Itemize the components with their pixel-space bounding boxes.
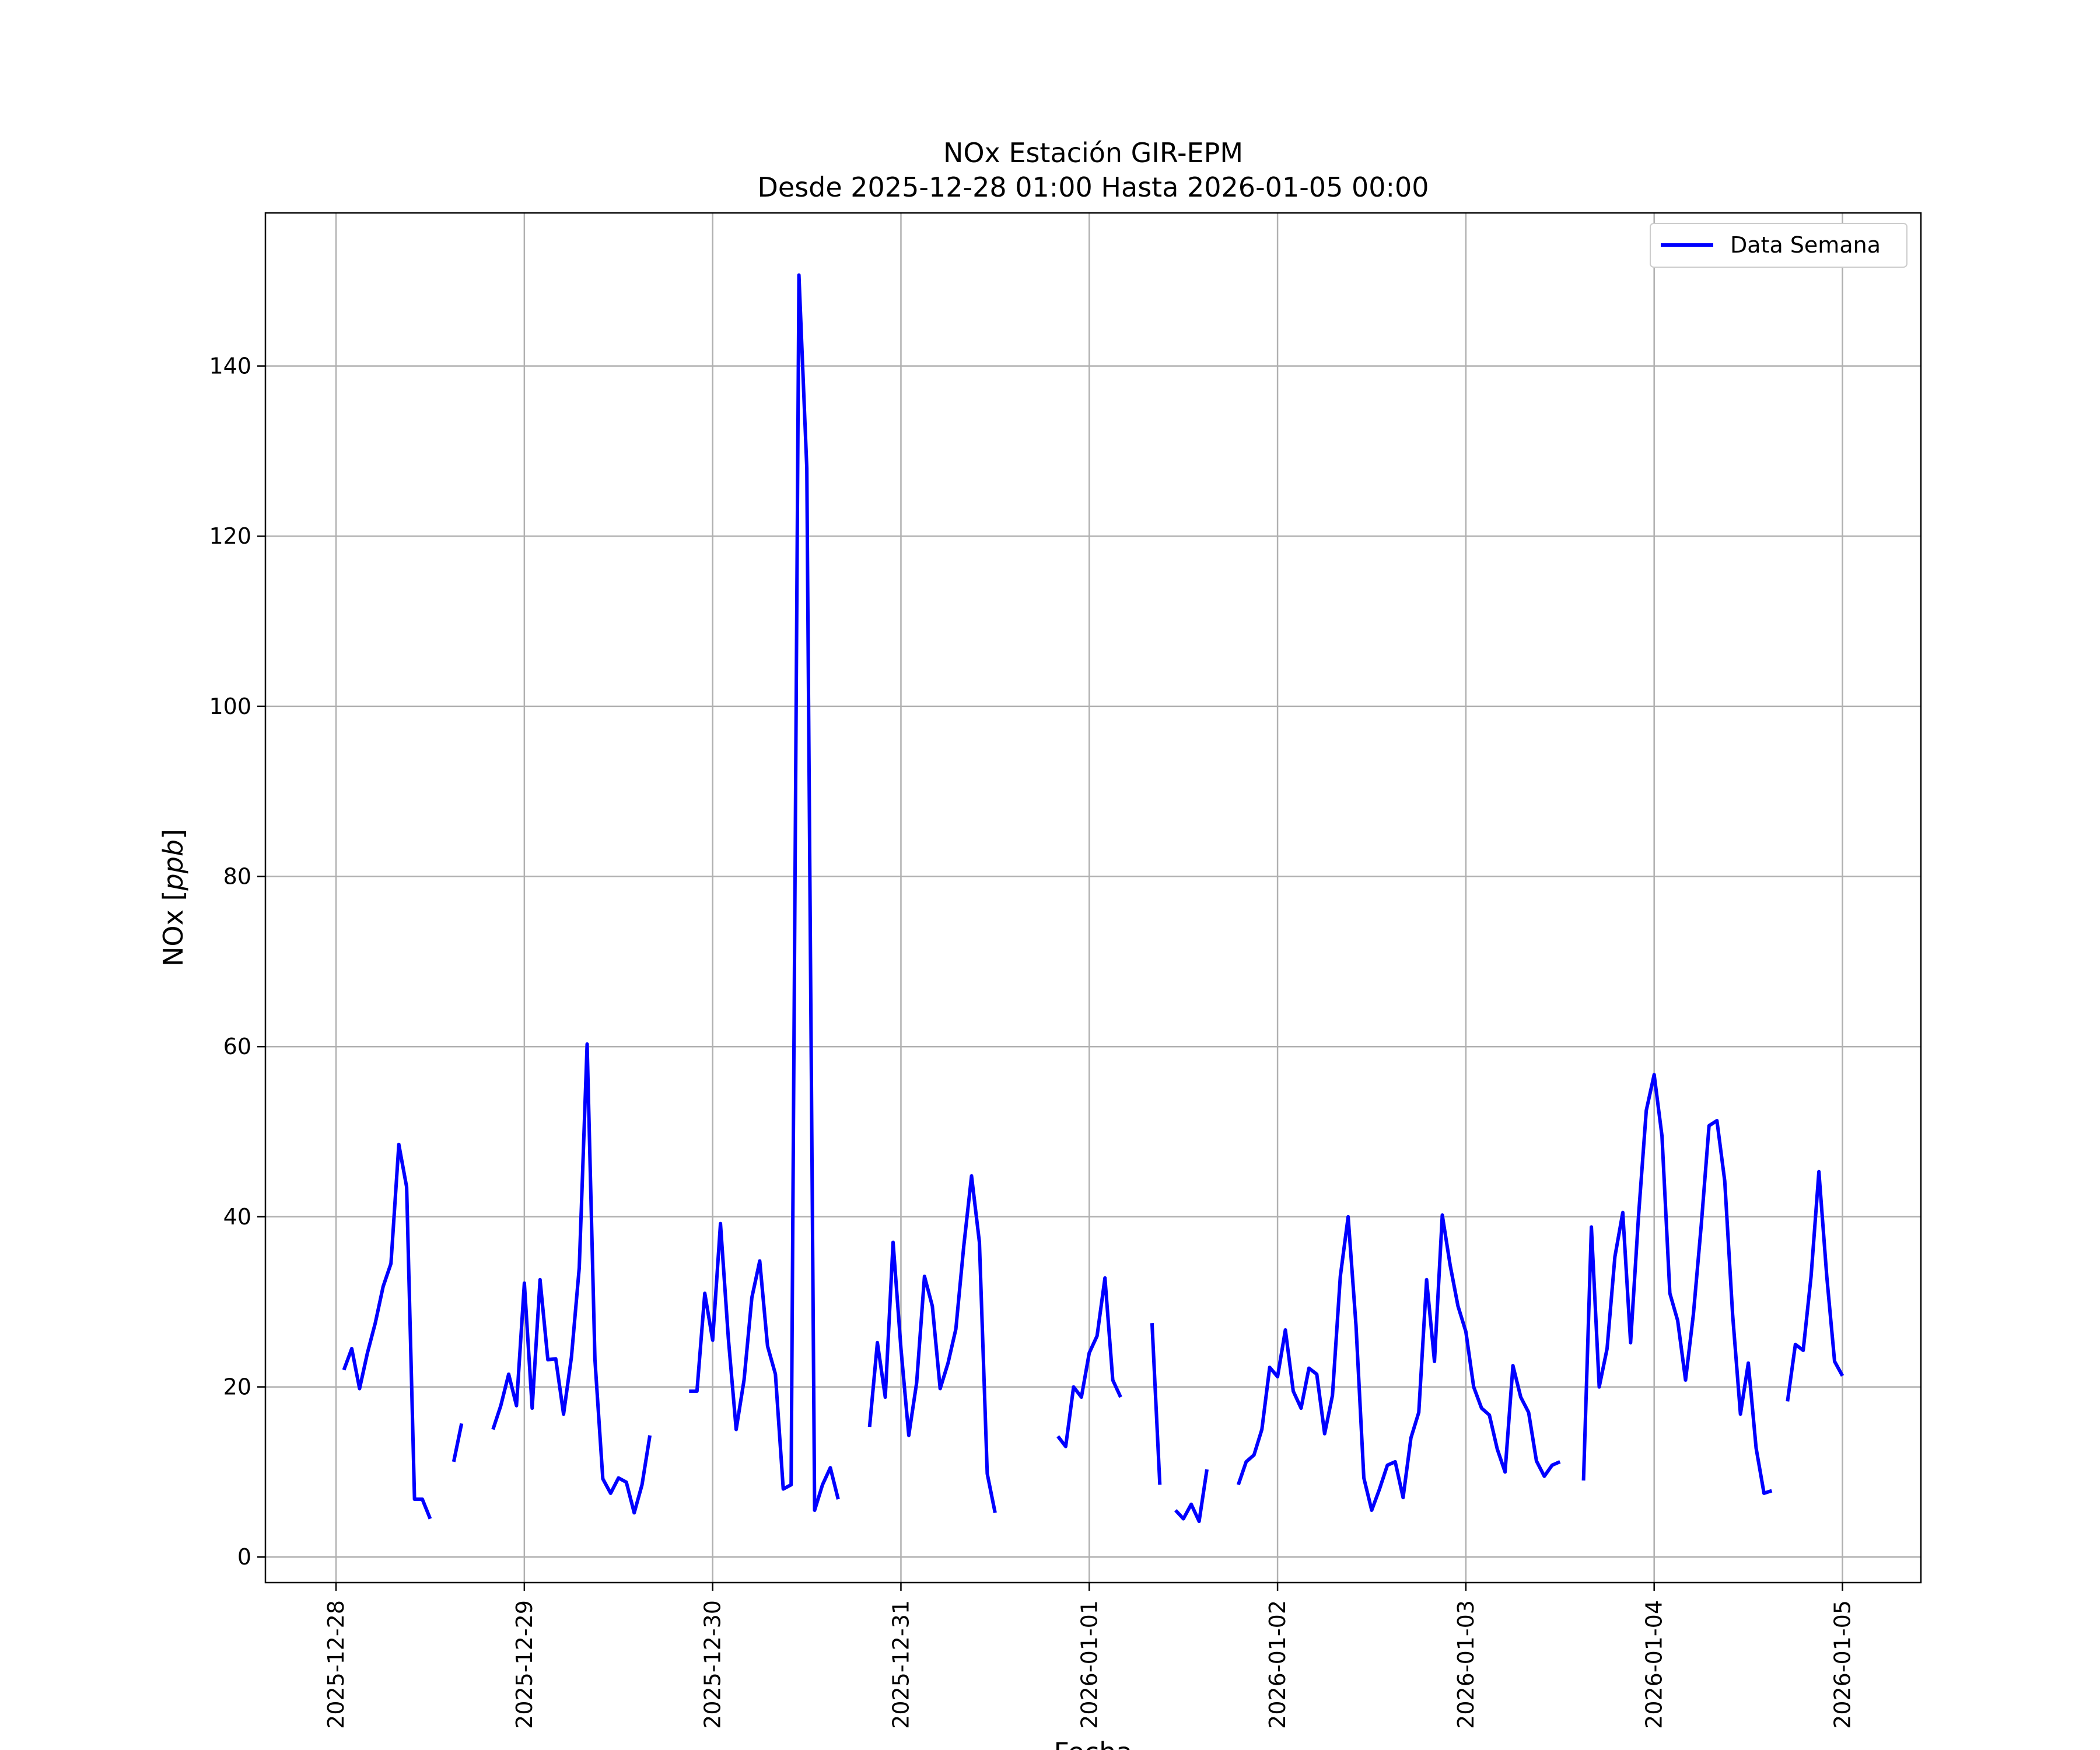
legend-box [1650, 223, 1908, 268]
x-tick-label: 2025-12-28 [323, 1600, 349, 1729]
legend: Data Semana [1650, 223, 1908, 268]
plot-area-frame [264, 212, 1922, 1584]
chart-subtitle: Desde 2025-12-28 01:00 Hasta 2026-01-05 … [757, 172, 1429, 203]
series-line-segment [1174, 1469, 1209, 1523]
x-tick-label: 2025-12-31 [888, 1600, 914, 1729]
y-axis-label-unit: ppb [158, 839, 189, 891]
series-line-segment [1236, 1213, 1561, 1512]
axis-ticks: 2025-12-28 2025-12-29 2025-12-30 2025-12-31… [209, 354, 1855, 1729]
series-line-segment [342, 1142, 432, 1520]
y-tick-label: 40 [223, 1204, 251, 1230]
data-series-lines [342, 273, 1845, 1523]
y-tick-label: 80 [223, 864, 251, 890]
series-line-segment [491, 1042, 652, 1515]
y-tick-label: 20 [223, 1374, 251, 1400]
y-axis-label-bracket-close: ] [158, 829, 189, 839]
y-axis-label-name: NOx [158, 909, 189, 967]
series-line-segment [689, 273, 840, 1512]
legend-label-data-semana: Data Semana [1730, 232, 1881, 258]
y-tick-label: 100 [209, 694, 251, 719]
x-tick-label: 2026-01-03 [1453, 1600, 1479, 1729]
series-line-segment [452, 1423, 464, 1462]
series-line-segment [1786, 1170, 1845, 1402]
series-line-segment [1581, 1073, 1773, 1495]
y-axis-label: NOx [ppb] [158, 829, 189, 967]
y-axis-label-bracket-open: [ [158, 891, 189, 901]
x-axis-label: Fecha [1054, 1737, 1133, 1750]
chart-title: NOx Estación GIR-EPM [943, 137, 1243, 169]
series-line-segment [867, 1174, 997, 1513]
x-tick-label: 2026-01-04 [1642, 1600, 1667, 1729]
y-tick-label: 60 [223, 1034, 251, 1059]
y-tick-label: 0 [237, 1544, 251, 1570]
series-line-segment [1150, 1323, 1162, 1485]
y-tick-label: 120 [209, 523, 251, 549]
grid-lines [265, 213, 1921, 1583]
x-tick-label: 2026-01-05 [1829, 1600, 1855, 1729]
x-tick-label: 2025-12-30 [700, 1600, 726, 1729]
x-tick-label: 2026-01-01 [1076, 1600, 1102, 1729]
x-tick-label: 2025-12-29 [512, 1600, 537, 1729]
y-tick-label: 140 [209, 354, 251, 379]
series-line-segment [1056, 1276, 1122, 1448]
x-tick-label: 2026-01-02 [1265, 1600, 1290, 1729]
